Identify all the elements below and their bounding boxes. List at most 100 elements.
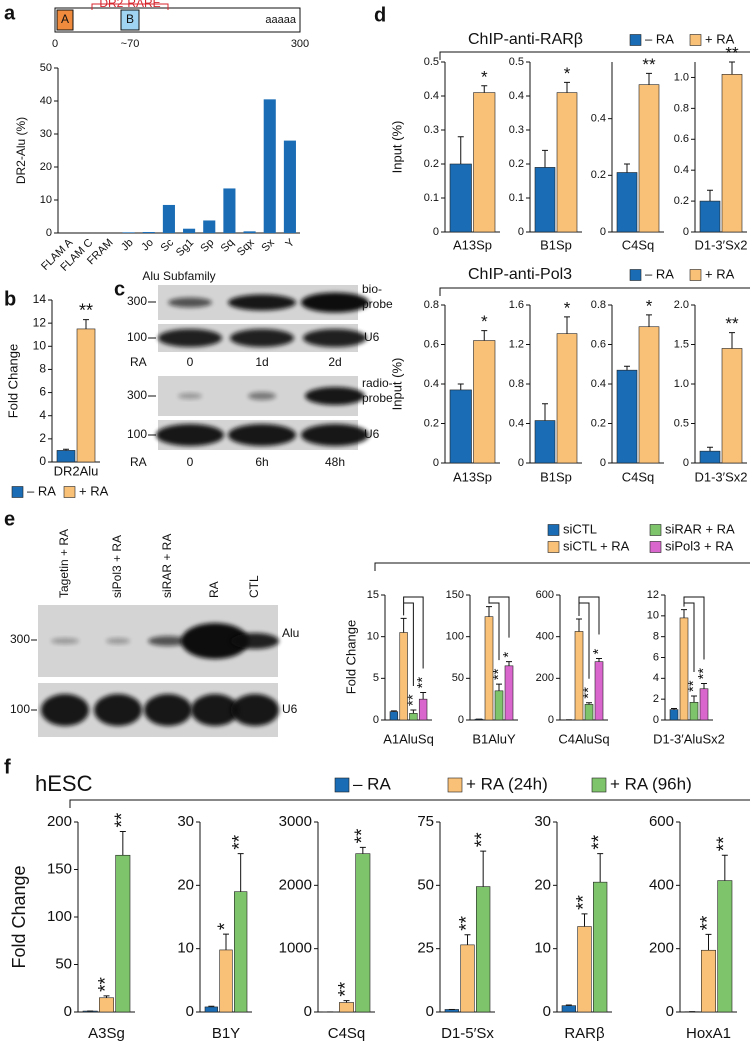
y-tick-label: 40 <box>40 95 52 107</box>
gel-band <box>191 694 239 726</box>
box-a <box>56 9 74 31</box>
error-bar <box>576 618 582 632</box>
y-tick-label: 20 <box>40 161 52 173</box>
y-tick-label: 30 <box>40 128 52 140</box>
error-bar <box>457 136 464 164</box>
bar <box>99 997 114 1013</box>
error-bar <box>721 854 728 881</box>
significance-bracket <box>488 596 510 661</box>
x-tick-label: D1-3′Sx2 <box>694 237 747 252</box>
bar <box>616 369 638 464</box>
y-axis-label: DR2-Alu (%) <box>14 117 28 184</box>
y-tick-label: 2000 <box>279 876 312 893</box>
significance: * <box>564 64 571 83</box>
y-tick-label: 0.5 <box>424 56 439 68</box>
error-bar <box>410 709 417 714</box>
element-label: DR2-RARE <box>99 0 160 10</box>
gel-band <box>168 297 212 308</box>
error-bar <box>729 332 735 349</box>
transcript-box <box>54 7 301 33</box>
y-tick-label: 25 <box>417 940 434 957</box>
x-tick-label: A13Sp <box>453 469 492 484</box>
bar <box>721 74 743 233</box>
error-bar <box>565 1004 572 1006</box>
group-title: ChIP-anti-Pol3 <box>468 266 572 283</box>
error-bar <box>701 683 707 689</box>
error-bar <box>103 995 110 998</box>
y-tick-label: 0.6 <box>674 133 689 145</box>
gel-band <box>158 329 222 347</box>
y-tick-label: 0 <box>600 226 606 238</box>
y-tick-label: 10 <box>40 194 52 206</box>
y-tick-label: 0 <box>543 1003 551 1020</box>
y-tick-label: 10 <box>177 940 194 957</box>
x-tick-label: C4Sq <box>622 469 655 484</box>
y-tick-label: 0.4 <box>424 378 439 390</box>
y-tick-label: 200 <box>47 813 72 830</box>
y-tick-label: 4 <box>39 408 46 422</box>
legend-label: + RA <box>705 31 735 46</box>
bar <box>556 92 578 233</box>
y-tick-label: 15 <box>367 589 379 601</box>
bar <box>638 84 660 233</box>
bar <box>534 420 556 464</box>
error-bar <box>681 609 687 618</box>
y-tick-label: 6 <box>39 385 46 399</box>
significance: ** <box>472 832 493 847</box>
group-rule <box>69 799 750 808</box>
lane-label: siPol3 + RA <box>110 535 124 598</box>
y-tick-label: 14 <box>33 292 47 306</box>
error-bar <box>646 314 652 327</box>
position-label: ~70 <box>121 38 140 50</box>
x-tick-label: Y <box>283 236 297 250</box>
y-tick-label: 2.0 <box>674 299 689 311</box>
bar <box>534 167 556 233</box>
x-tick-label: A1AluSq <box>383 731 434 746</box>
significance: ** <box>589 834 610 849</box>
significance: * <box>590 649 607 655</box>
error-bar <box>496 683 502 691</box>
error-bar <box>581 913 588 927</box>
gel-band <box>303 329 367 347</box>
y-tick-label: 150 <box>446 589 464 601</box>
y-tick-label: 1000 <box>279 940 312 957</box>
significance: ** <box>404 694 421 706</box>
y-tick-label: 0 <box>600 457 606 469</box>
error-bar <box>586 702 592 705</box>
y-tick-label: 100 <box>446 631 464 643</box>
marker-label: 300 <box>127 388 147 402</box>
probe-label: probe <box>362 391 393 405</box>
x-tick-label: A13Sp <box>453 237 492 252</box>
y-tick-label: 50 <box>40 62 52 74</box>
error-bar <box>691 695 697 703</box>
y-tick-label: 10 <box>367 631 379 643</box>
y-tick-label: 0.4 <box>509 417 524 429</box>
significance: ** <box>414 677 431 689</box>
legend-label: siCTL + RA <box>563 538 630 553</box>
lane-label: siRAR + RA <box>160 534 174 598</box>
y-tick-label: 0.4 <box>509 90 524 102</box>
y-tick-label: 0.2 <box>509 158 524 170</box>
y-tick-label: 0.2 <box>424 417 439 429</box>
error-bar <box>486 606 492 617</box>
lane-label: CTL <box>247 575 261 598</box>
y-tick-label: 10 <box>33 338 47 352</box>
bar <box>721 348 743 464</box>
y-tick-label: 400 <box>649 876 674 893</box>
y-tick-label: 0 <box>518 457 524 469</box>
bar <box>561 1005 576 1013</box>
gel-band <box>156 424 224 446</box>
y-tick-label: 50 <box>55 955 72 972</box>
y-tick-label: 20 <box>534 876 551 893</box>
legend-swatch <box>689 34 702 46</box>
y-tick-label: 0.8 <box>591 299 606 311</box>
y-tick-label: 0.8 <box>509 378 524 390</box>
gel-band <box>106 638 130 644</box>
panel-label: e <box>4 508 15 530</box>
probe-label: U6 <box>364 330 380 344</box>
y-tick-label: 1.0 <box>674 71 689 83</box>
significance: ** <box>490 668 507 680</box>
legend-swatch <box>591 777 607 793</box>
significance: ** <box>685 680 702 692</box>
